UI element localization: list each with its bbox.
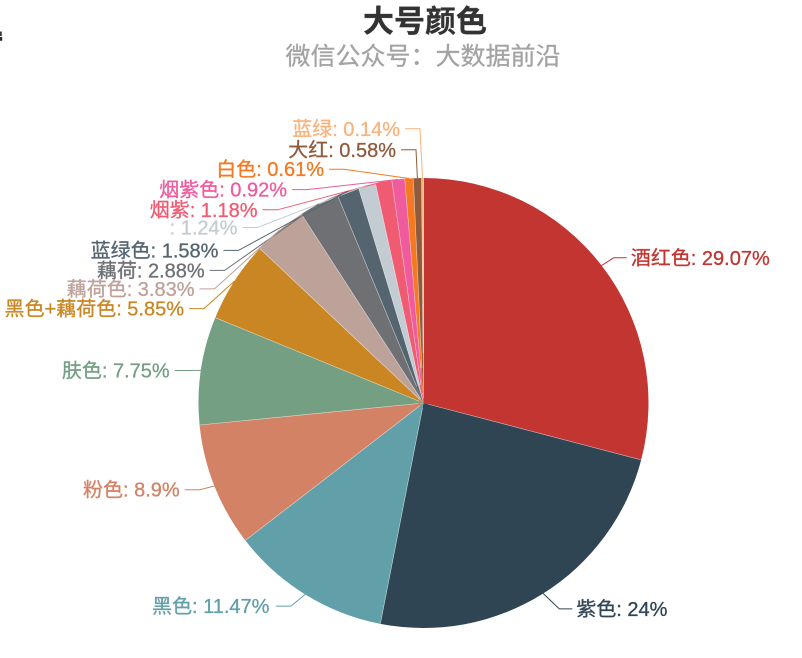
svg-text:: 24%: : 24% (616, 599, 667, 621)
svg-text:: 11.47%: : 11.47% (192, 596, 270, 618)
svg-text:: 2.88%: : 2.88% (137, 260, 205, 282)
svg-text:: 1.24%: : 1.24% (170, 218, 238, 240)
svg-text:: 3.83%: : 3.83% (127, 279, 195, 301)
svg-text:: 0.92%: : 0.92% (219, 180, 287, 202)
svg-text:+: + (45, 299, 57, 321)
svg-text:: 7.75%: : 7.75% (102, 361, 170, 383)
svg-text:: 29.07%: : 29.07% (691, 248, 770, 270)
svg-text:: 1.58%: : 1.58% (151, 240, 219, 262)
svg-text:: 1.18%: : 1.18% (190, 200, 258, 222)
svg-text:: 0.58%: : 0.58% (328, 140, 396, 162)
svg-text:: 8.9%: : 8.9% (123, 480, 180, 502)
svg-text:: 0.14%: : 0.14% (332, 119, 400, 141)
svg-text:: 5.85%: : 5.85% (116, 299, 184, 321)
svg-text:: 0.61%: : 0.61% (256, 159, 324, 181)
